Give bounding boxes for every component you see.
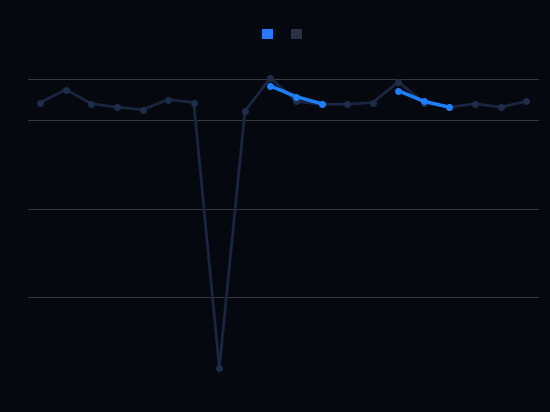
Legend: , : , <box>262 28 305 41</box>
